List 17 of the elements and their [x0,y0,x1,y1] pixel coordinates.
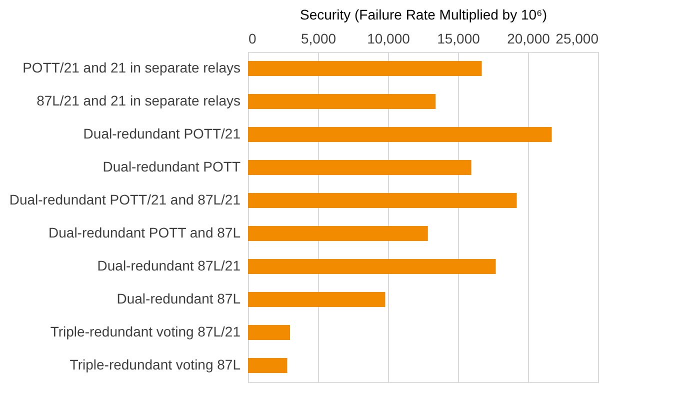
y-tick-label: Dual-redundant POTT/21 [83,126,241,142]
x-axis-title: Security (Failure Rate Multiplied by 10⁶) [300,6,547,22]
y-tick-label: Triple-redundant voting 87L/21 [50,324,241,340]
y-tick-label: Dual-redundant 87L [116,290,241,306]
y-tick-label: Dual-redundant POTT [102,158,241,174]
x-tick-label: 15,000 [437,30,480,46]
y-tick-label: 87L/21 and 21 in separate relays [36,92,240,108]
x-tick-label: 5,000 [300,30,336,46]
y-tick-label: POTT/21 and 21 in separate relays [22,60,240,76]
x-tick-label: 10,000 [367,30,410,46]
x-tick-label: 0 [248,30,256,46]
y-tick-label: Triple-redundant voting 87L [70,356,241,372]
x-tick-label: 25,000 [556,30,599,46]
y-tick-label: Dual-redundant POTT/21 and 87L/21 [9,192,241,208]
x-tick-label: 20,000 [507,30,550,46]
y-tick-label: Dual-redundant POTT and 87L [48,224,241,240]
y-tick-label: Dual-redundant 87L/21 [97,258,241,274]
